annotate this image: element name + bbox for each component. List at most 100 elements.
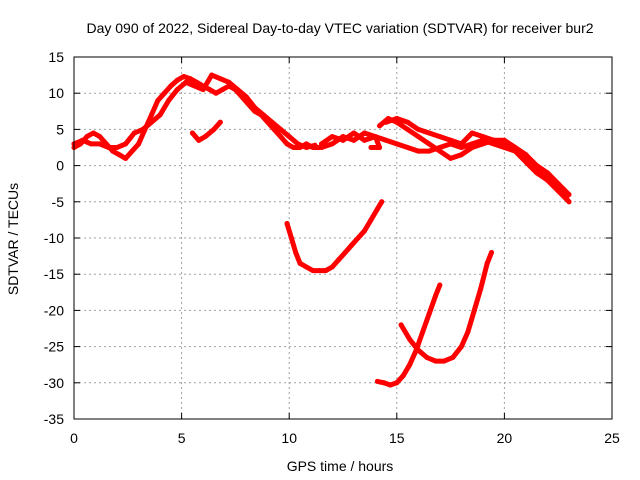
data-point (424, 355, 430, 360)
data-point (329, 264, 335, 270)
data-point (437, 134, 443, 140)
y-tick-label: 5 (56, 121, 64, 137)
y-tick-label: -15 (44, 266, 64, 282)
data-point (155, 97, 161, 103)
data-point (478, 286, 484, 292)
data-point (260, 112, 266, 118)
data-point (243, 94, 249, 100)
data-point (405, 119, 411, 125)
data-point (192, 83, 197, 89)
data-point (458, 344, 464, 350)
data-point (426, 130, 432, 136)
data-point (123, 141, 129, 147)
data-point (116, 152, 122, 158)
data-point (174, 87, 180, 93)
series-s5 (319, 130, 383, 150)
data-point (484, 260, 490, 266)
data-point (491, 137, 497, 143)
data-point (295, 141, 301, 147)
data-point (383, 137, 389, 143)
data-point (383, 119, 389, 125)
data-point (149, 119, 154, 125)
data-point (211, 126, 217, 132)
data-point (564, 195, 570, 201)
data-point (433, 358, 438, 364)
data-point (362, 228, 367, 234)
y-tick-label: -30 (44, 375, 64, 391)
data-point (368, 145, 374, 150)
data-point (329, 141, 335, 147)
data-point (329, 134, 335, 140)
data-point (555, 181, 561, 187)
data-point (448, 155, 454, 161)
series-line (398, 250, 494, 364)
data-point (220, 87, 225, 93)
y-tick-label: -20 (44, 302, 64, 318)
series-s2 (71, 72, 318, 150)
data-point (394, 141, 400, 147)
y-tick-label: 15 (48, 49, 64, 65)
data-point (235, 87, 241, 93)
data-point (372, 134, 378, 140)
data-point (181, 74, 187, 79)
data-point (407, 336, 413, 342)
data-point (293, 250, 299, 255)
data-point (114, 145, 120, 150)
data-point (394, 380, 400, 386)
data-point (523, 152, 529, 158)
data-point (534, 163, 540, 169)
data-point (458, 152, 464, 158)
y-tick-label: -10 (44, 230, 64, 246)
data-point (405, 145, 411, 150)
data-point (209, 72, 215, 78)
data-point (278, 134, 284, 140)
x-tick-label: 25 (604, 430, 620, 446)
data-point (398, 322, 404, 328)
data-point (88, 141, 94, 147)
axis-ticks: 0 5 10 15 20 25 -35 -30 -25 -20 -15 -10 -5 0 5 10 15 (44, 49, 620, 446)
data-point (377, 123, 383, 129)
data-point (489, 250, 494, 255)
data-point (183, 79, 189, 85)
data-point (368, 217, 374, 223)
data-point (351, 130, 357, 136)
data-point (157, 112, 163, 118)
data-point (420, 329, 426, 335)
data-point (297, 260, 303, 266)
series-line (284, 199, 385, 274)
data-point (187, 76, 193, 82)
data-point (377, 145, 383, 150)
data-point (166, 97, 172, 103)
data-point (207, 87, 213, 93)
data-point (90, 130, 96, 136)
data-point (437, 148, 443, 154)
data-point (441, 358, 447, 364)
series-s7 (383, 116, 572, 198)
y-tick-label: -5 (52, 194, 65, 210)
series-line (383, 116, 572, 198)
data-point (351, 137, 357, 143)
data-point (278, 126, 284, 132)
data-point (437, 282, 443, 288)
x-tick-label: 10 (281, 430, 297, 446)
data-point (200, 87, 206, 93)
data-point (415, 126, 421, 132)
x-tick-label: 20 (497, 430, 513, 446)
data-point (291, 145, 296, 150)
data-point (387, 382, 393, 388)
data-point (465, 329, 471, 335)
data-point (319, 145, 324, 150)
data-point (213, 90, 219, 96)
data-point (405, 126, 411, 132)
data-point (136, 141, 142, 147)
data-point (469, 130, 475, 136)
series-s8 (284, 199, 385, 274)
data-point (168, 83, 174, 89)
data-point (400, 373, 406, 379)
data-point (394, 116, 400, 121)
data-point (174, 77, 180, 83)
x-axis-label: GPS time / hours (287, 458, 394, 474)
data-point (269, 119, 275, 125)
data-point (303, 145, 309, 150)
